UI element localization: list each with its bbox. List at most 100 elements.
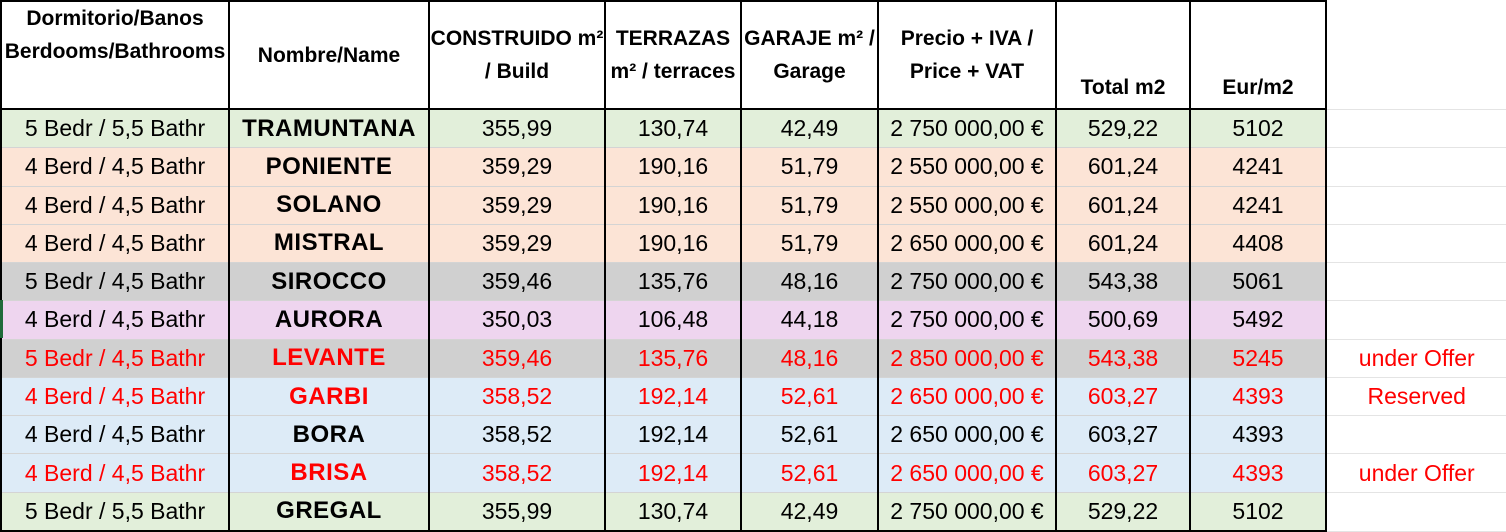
cell-total[interactable]: 529,22	[1055, 492, 1191, 532]
cell-total[interactable]: 601,24	[1055, 186, 1191, 225]
cell-name[interactable]: BORA	[228, 415, 430, 455]
cell-price[interactable]: 2 550 000,00 €	[877, 147, 1057, 187]
cell-note[interactable]	[1326, 262, 1506, 302]
cell-name[interactable]: AURORA	[228, 300, 430, 340]
cell-note[interactable]	[1326, 492, 1506, 532]
cell-garage[interactable]: 51,79	[740, 147, 879, 187]
cell-terraces[interactable]: 106,48	[604, 300, 742, 340]
cell-terraces[interactable]: 190,16	[604, 186, 742, 225]
cell-built[interactable]: 350,03	[428, 300, 606, 340]
cell-name[interactable]: LEVANTE	[228, 339, 430, 378]
cell-dorm[interactable]: 5 Bedr / 5,5 Bathr	[0, 109, 230, 149]
cell-note[interactable]: under Offer	[1326, 339, 1506, 378]
cell-garage[interactable]: 52,61	[740, 377, 879, 417]
cell-total[interactable]: 529,22	[1055, 109, 1191, 149]
cell-name[interactable]: PONIENTE	[228, 147, 430, 187]
cell-name[interactable]: MISTRAL	[228, 224, 430, 264]
cell-built[interactable]: 355,99	[428, 109, 606, 149]
cell-price[interactable]: 2 750 000,00 €	[877, 109, 1057, 149]
cell-garage[interactable]: 42,49	[740, 109, 879, 149]
cell-eurm2[interactable]: 5492	[1189, 300, 1327, 340]
cell-garage[interactable]: 51,79	[740, 186, 879, 225]
cell-note[interactable]	[1326, 415, 1506, 455]
cell-eurm2[interactable]: 4393	[1189, 415, 1327, 455]
cell-dorm[interactable]: 4 Berd / 4,5 Bathr	[0, 186, 230, 225]
cell-price[interactable]: 2 750 000,00 €	[877, 492, 1057, 532]
cell-note[interactable]	[1326, 109, 1506, 149]
cell-dorm[interactable]: 4 Berd / 4,5 Bathr	[0, 415, 230, 455]
cell-built[interactable]: 358,52	[428, 415, 606, 455]
header-name[interactable]: Nombre/Name	[228, 0, 430, 110]
cell-garage[interactable]: 52,61	[740, 415, 879, 455]
cell-total[interactable]: 603,27	[1055, 377, 1191, 417]
cell-dorm[interactable]: 4 Berd / 4,5 Bathr	[0, 377, 230, 417]
cell-built[interactable]: 359,29	[428, 186, 606, 225]
cell-name[interactable]: SIROCCO	[228, 262, 430, 302]
cell-eurm2[interactable]: 4393	[1189, 377, 1327, 417]
cell-total[interactable]: 543,38	[1055, 262, 1191, 302]
cell-price[interactable]: 2 650 000,00 €	[877, 377, 1057, 417]
cell-name[interactable]: GREGAL	[228, 492, 430, 532]
cell-garage[interactable]: 52,61	[740, 453, 879, 493]
cell-note[interactable]	[1326, 224, 1506, 264]
cell-name[interactable]: TRAMUNTANA	[228, 109, 430, 149]
cell-terraces[interactable]: 192,14	[604, 377, 742, 417]
cell-eurm2[interactable]: 5061	[1189, 262, 1327, 302]
cell-dorm[interactable]: 4 Berd / 4,5 Bathr	[0, 300, 230, 340]
cell-eurm2[interactable]: 4241	[1189, 147, 1327, 187]
cell-price[interactable]: 2 750 000,00 €	[877, 262, 1057, 302]
cell-built[interactable]: 359,46	[428, 339, 606, 378]
cell-dorm[interactable]: 4 Berd / 4,5 Bathr	[0, 147, 230, 187]
header-empty-cell[interactable]	[1326, 1, 1506, 110]
header-total[interactable]: Total m2	[1055, 0, 1191, 110]
cell-garage[interactable]: 44,18	[740, 300, 879, 340]
cell-price[interactable]: 2 650 000,00 €	[877, 415, 1057, 455]
cell-name[interactable]: GARBI	[228, 377, 430, 417]
cell-note[interactable]	[1326, 300, 1506, 340]
cell-name[interactable]: SOLANO	[228, 186, 430, 225]
cell-built[interactable]: 359,46	[428, 262, 606, 302]
cell-dorm[interactable]: 4 Berd / 4,5 Bathr	[0, 224, 230, 264]
cell-price[interactable]: 2 750 000,00 €	[877, 300, 1057, 340]
cell-price[interactable]: 2 650 000,00 €	[877, 224, 1057, 264]
cell-terraces[interactable]: 190,16	[604, 224, 742, 264]
cell-terraces[interactable]: 130,74	[604, 109, 742, 149]
cell-built[interactable]: 358,52	[428, 453, 606, 493]
cell-eurm2[interactable]: 4408	[1189, 224, 1327, 264]
cell-dorm[interactable]: 5 Bedr / 4,5 Bathr	[0, 262, 230, 302]
cell-terraces[interactable]: 135,76	[604, 339, 742, 378]
cell-built[interactable]: 355,99	[428, 492, 606, 532]
cell-note[interactable]	[1326, 147, 1506, 187]
cell-total[interactable]: 601,24	[1055, 224, 1191, 264]
cell-total[interactable]: 601,24	[1055, 147, 1191, 187]
cell-eurm2[interactable]: 5245	[1189, 339, 1327, 378]
cell-eurm2[interactable]: 4393	[1189, 453, 1327, 493]
cell-terraces[interactable]: 190,16	[604, 147, 742, 187]
cell-note[interactable]: under Offer	[1326, 453, 1506, 493]
cell-dorm[interactable]: 4 Berd / 4,5 Bathr	[0, 453, 230, 493]
cell-built[interactable]: 359,29	[428, 147, 606, 187]
cell-total[interactable]: 603,27	[1055, 415, 1191, 455]
cell-garage[interactable]: 42,49	[740, 492, 879, 532]
cell-eurm2[interactable]: 4241	[1189, 186, 1327, 225]
header-price[interactable]: Precio + IVA / Price + VAT	[877, 0, 1057, 110]
header-eurm2[interactable]: Eur/m2	[1189, 0, 1327, 110]
cell-eurm2[interactable]: 5102	[1189, 109, 1327, 149]
cell-dorm[interactable]: 5 Bedr / 5,5 Bathr	[0, 492, 230, 532]
cell-terraces[interactable]: 135,76	[604, 262, 742, 302]
cell-price[interactable]: 2 850 000,00 €	[877, 339, 1057, 378]
cell-price[interactable]: 2 650 000,00 €	[877, 453, 1057, 493]
cell-garage[interactable]: 48,16	[740, 262, 879, 302]
cell-total[interactable]: 603,27	[1055, 453, 1191, 493]
cell-built[interactable]: 358,52	[428, 377, 606, 417]
header-built[interactable]: CONSTRUIDO m² / Build	[428, 0, 606, 110]
header-dorm[interactable]: Dormitorio/Banos Berdooms/Bathrooms	[0, 0, 230, 110]
cell-total[interactable]: 543,38	[1055, 339, 1191, 378]
cell-name[interactable]: BRISA	[228, 453, 430, 493]
cell-terraces[interactable]: 192,14	[604, 415, 742, 455]
cell-total[interactable]: 500,69	[1055, 300, 1191, 340]
cell-garage[interactable]: 48,16	[740, 339, 879, 378]
cell-terraces[interactable]: 130,74	[604, 492, 742, 532]
header-terraces[interactable]: TERRAZAS m² / terraces	[604, 0, 742, 110]
cell-built[interactable]: 359,29	[428, 224, 606, 264]
